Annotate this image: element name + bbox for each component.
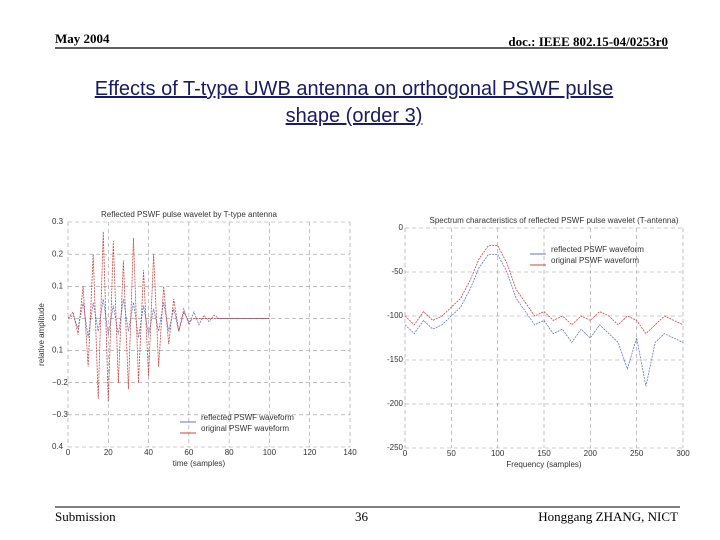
x-axis-label: time (samples)	[173, 459, 226, 468]
header-date: May 2004	[55, 31, 110, 46]
legend-label: original PSWF waveform	[201, 424, 289, 433]
legend-label: reflected PSWF waveform	[201, 413, 294, 422]
x-tick-label: 250	[630, 449, 644, 458]
y-tick-label: -200	[387, 399, 404, 408]
x-tick-label: 60	[184, 448, 193, 457]
footer-page: 36	[355, 509, 368, 524]
y-tick-label: -50	[391, 267, 403, 276]
y-tick-label: -250	[387, 443, 404, 452]
x-tick-label: 0	[403, 449, 408, 458]
y-tick-label: 0.3	[52, 217, 64, 226]
x-tick-label: 0	[66, 448, 71, 457]
slide-title: Effects of T-type UWB antenna on orthogo…	[94, 78, 614, 127]
chart-title: Spectrum characteristics of reflected PS…	[430, 216, 679, 225]
x-tick-label: 20	[104, 448, 113, 457]
x-tick-label: 300	[676, 449, 690, 458]
x-tick-label: 120	[303, 448, 317, 457]
y-tick-label: 0.1	[52, 281, 64, 290]
x-tick-label: 50	[447, 449, 456, 458]
y-tick-label: 0.1	[52, 346, 64, 355]
footer-left: Submission	[55, 509, 116, 524]
y-axis-label: relative amplitude	[37, 303, 46, 366]
x-tick-label: 140	[343, 448, 357, 457]
legend-label: original PSWF waveform	[551, 256, 639, 265]
data-line	[67, 299, 270, 338]
chart-title: Reflected PSWF pulse wavelet by T-type a…	[101, 210, 277, 219]
x-tick-label: 150	[537, 449, 551, 458]
x-tick-label: 80	[225, 448, 234, 457]
x-tick-label: 40	[144, 448, 153, 457]
data-line	[404, 253, 684, 387]
y-tick-label: 0.2	[52, 249, 64, 258]
x-tick-label: 100	[263, 448, 277, 457]
y-tick-label: −0.2	[52, 378, 68, 387]
x-tick-label: 100	[491, 449, 505, 458]
header-doc: doc.: IEEE 802.15-04/0253r0	[508, 34, 668, 49]
data-line	[404, 245, 684, 335]
x-tick-label: 200	[584, 449, 598, 458]
y-tick-label: -150	[387, 355, 404, 364]
y-tick-label: 0.4	[52, 442, 64, 451]
y-tick-label: 0	[52, 314, 57, 323]
x-axis-label: Frequency (samples)	[506, 460, 581, 469]
data-line	[67, 231, 270, 403]
y-tick-label: 0	[399, 223, 404, 232]
y-tick-label: −0.3	[52, 410, 68, 419]
legend-label: reflected PSWF waveform	[551, 245, 644, 254]
y-tick-label: -100	[387, 311, 404, 320]
footer-right: Honggang ZHANG, NICT	[538, 509, 678, 524]
